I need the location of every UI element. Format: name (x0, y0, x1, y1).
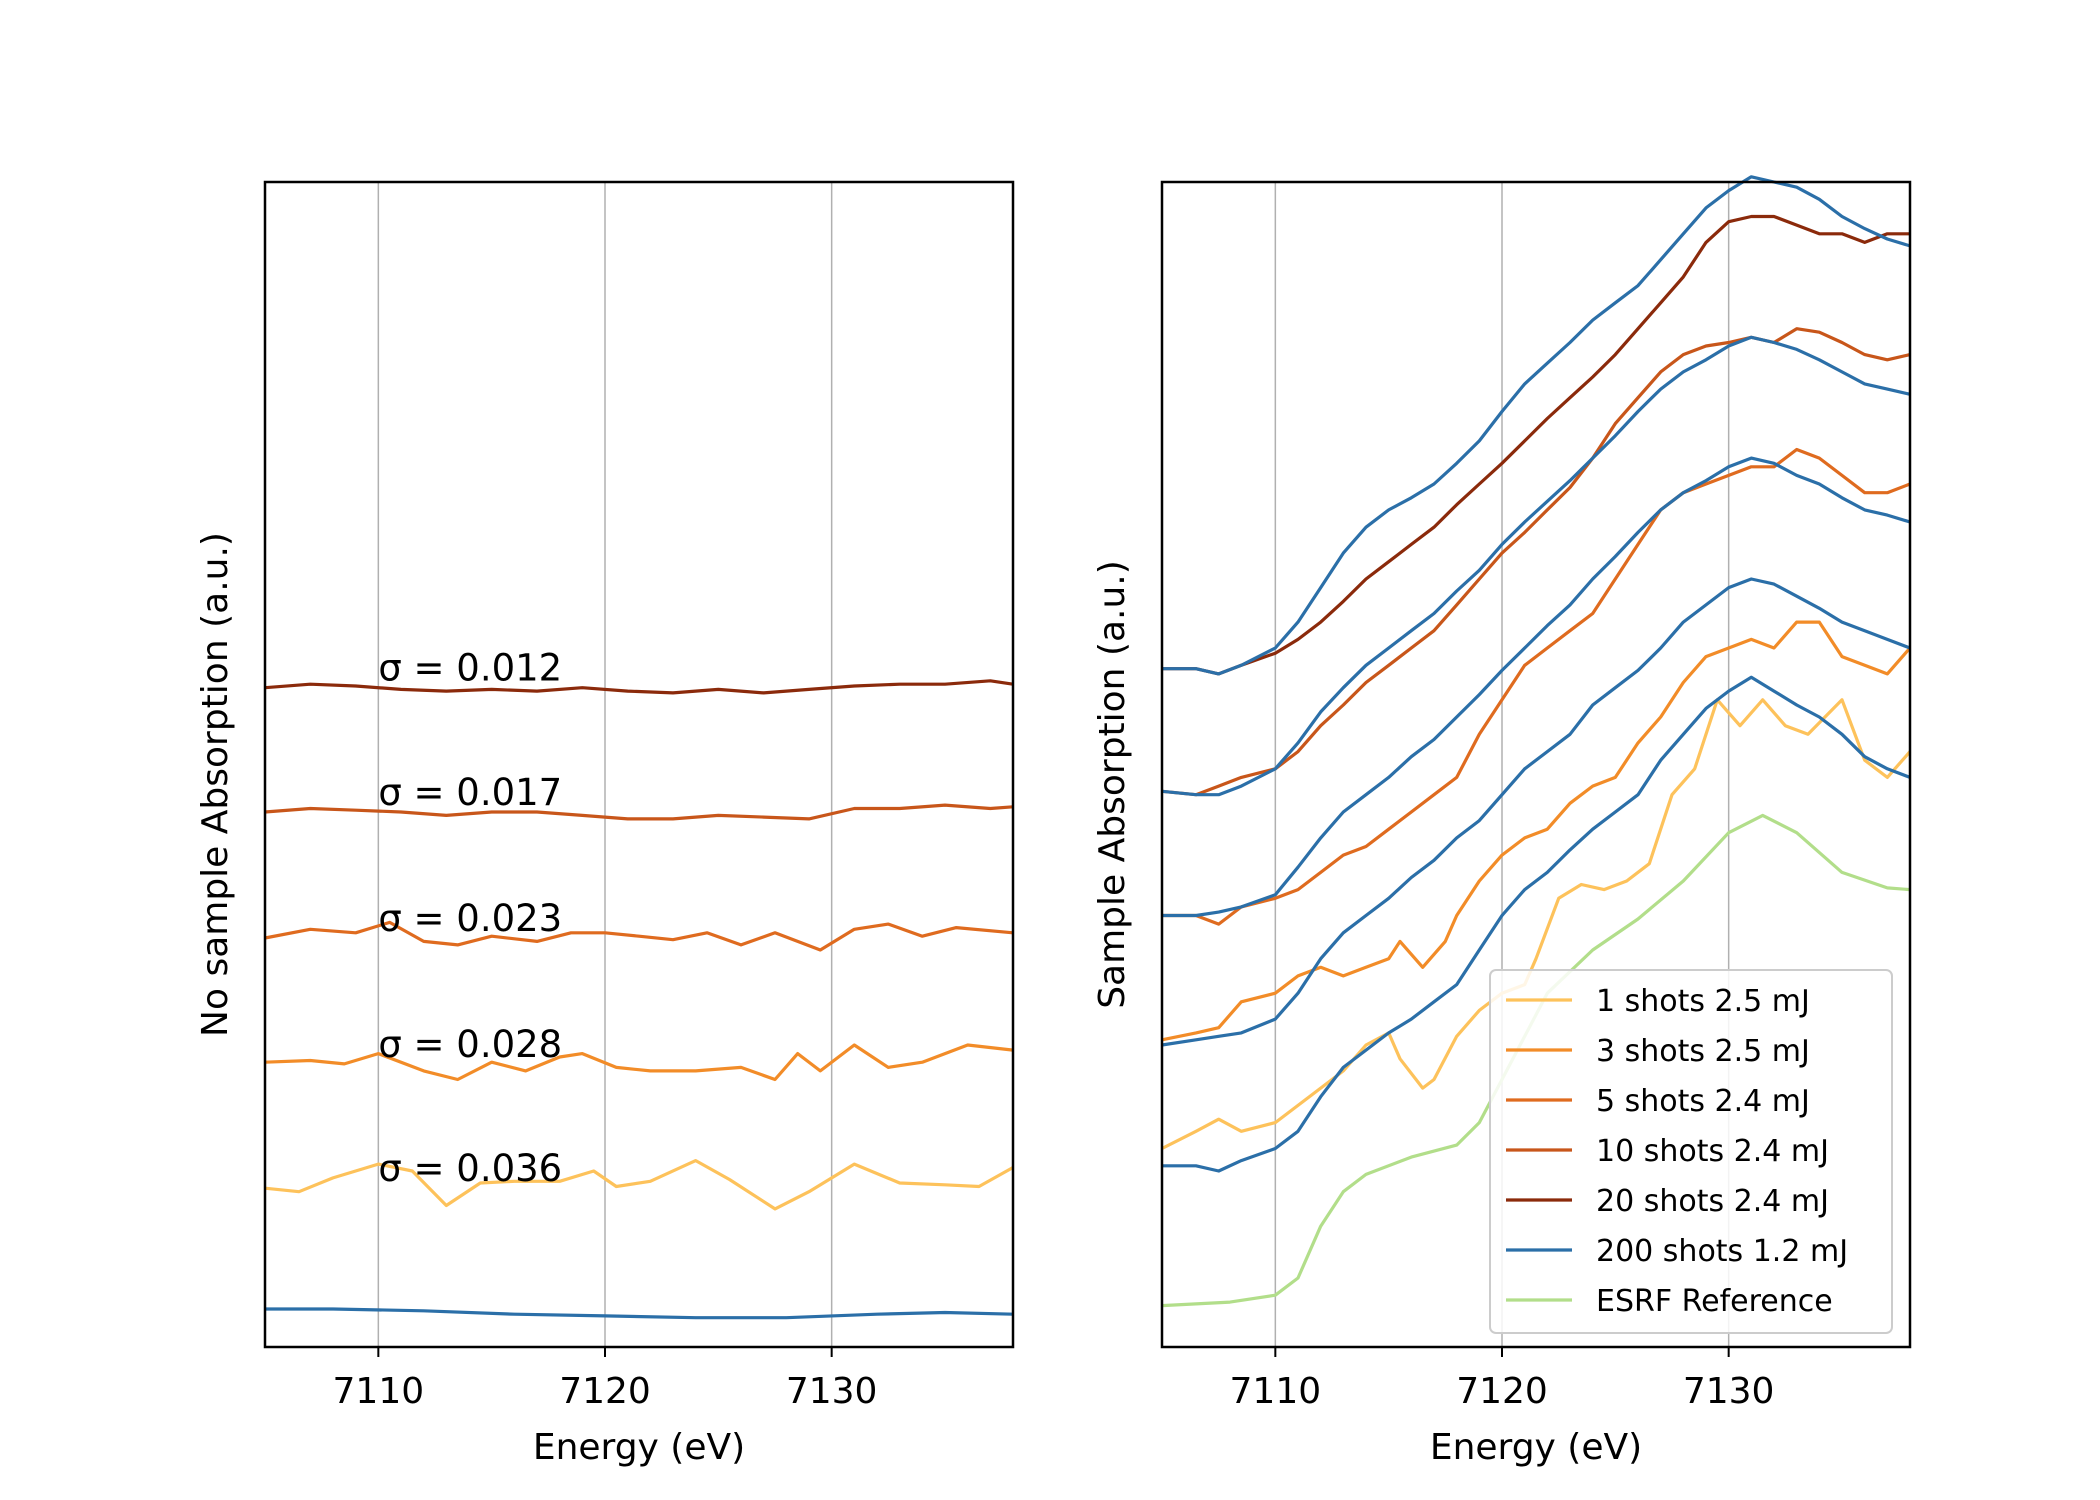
legend: 1 shots 2.5 mJ 3 shots 2.5 mJ 5 shots 2.4 … (1489, 969, 1893, 1334)
left-sigma-annotation: σ = 0.012 (378, 647, 562, 690)
legend-entry-label: 5 shots 2.4 mJ (1596, 1084, 1810, 1119)
left-series-line-3 (264, 920, 1014, 952)
left-series-line-2 (264, 1043, 1014, 1082)
right-series-line-4 (1161, 327, 1911, 797)
right-x-tick-label: 7110 (1230, 1371, 1322, 1412)
left-sigma-annotation: σ = 0.023 (378, 897, 562, 940)
left-x-tick-label: 7120 (559, 1371, 651, 1412)
legend-box (1489, 969, 1893, 1334)
legend-entry-label: 200 shots 1.2 mJ (1596, 1234, 1848, 1269)
left-panel: σ = 0.012 σ = 0.017 σ = 0.023 σ = 0.028 σ = … (195, 180, 1015, 1468)
left-series-line-4 (264, 803, 1014, 821)
legend-entry-label: ESRF Reference (1596, 1284, 1833, 1319)
left-series-line-0 (265, 1307, 1014, 1320)
left-x-tick-label: 7110 (333, 1371, 425, 1412)
right-panel: 7110 7120 7130 Energy (eV) Sample Absorpti… (1092, 175, 1912, 1468)
left-y-axis-label: No sample Absorption (a.u.) (195, 532, 236, 1037)
left-sigma-annotation: σ = 0.017 (378, 771, 562, 814)
left-plot-frame (263, 180, 1015, 1349)
right-x-tick-label: 7120 (1456, 1371, 1548, 1412)
right-series-line-6 (1162, 675, 1911, 1173)
right-series-line-7 (1161, 577, 1911, 1047)
legend-entry-label: 20 shots 2.4 mJ (1596, 1184, 1829, 1219)
legend-entry-label: 3 shots 2.5 mJ (1596, 1034, 1810, 1069)
right-series-line-8 (1162, 456, 1911, 918)
right-series-line-2 (1161, 620, 1912, 1042)
right-series-line-9 (1161, 335, 1911, 797)
left-x-axis-label: Energy (eV) (533, 1427, 745, 1468)
left-series-line-5 (264, 679, 1014, 695)
legend-entry-label: 10 shots 2.4 mJ (1596, 1134, 1829, 1169)
left-sigma-annotation: σ = 0.028 (378, 1023, 562, 1066)
right-series-line-10 (1162, 175, 1911, 676)
right-x-axis-label: Energy (eV) (1430, 1427, 1642, 1468)
left-sigma-annotation: σ = 0.036 (378, 1147, 562, 1190)
legend-entry-label: 1 shots 2.5 mJ (1596, 984, 1810, 1019)
right-y-axis-label: Sample Absorption (a.u.) (1092, 560, 1133, 1009)
right-series-line-5 (1162, 214, 1910, 676)
left-x-tick-label: 7130 (786, 1371, 878, 1412)
right-x-tick-label: 7130 (1683, 1371, 1775, 1412)
right-plot-frame (1160, 180, 1912, 1349)
right-series-line-3 (1162, 447, 1911, 926)
left-series-line-1 (264, 1159, 1014, 1211)
